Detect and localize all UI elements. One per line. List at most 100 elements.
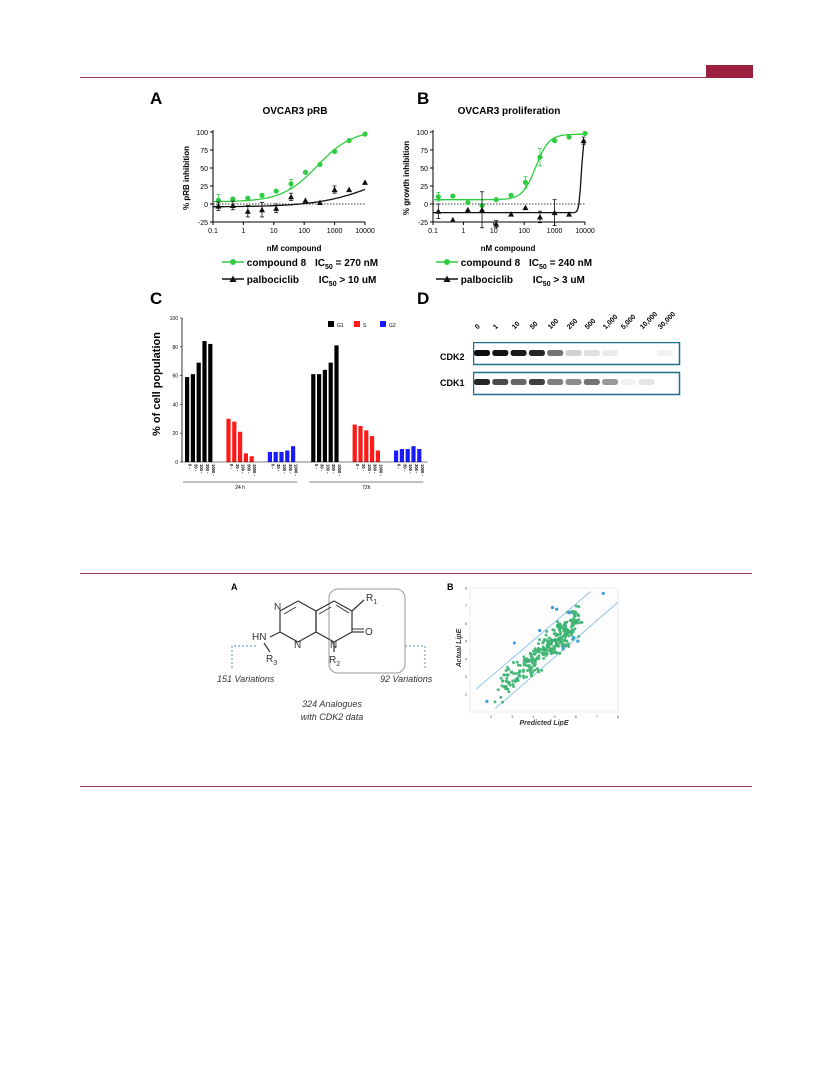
x-tick-label: 0 - bbox=[188, 464, 193, 469]
data-point bbox=[215, 203, 222, 209]
legend-swatch bbox=[380, 321, 386, 327]
y-tick-label: 2 bbox=[465, 692, 468, 697]
x-tick-label: 30 - bbox=[402, 464, 407, 472]
data-point bbox=[560, 624, 564, 628]
data-point bbox=[556, 620, 560, 624]
data-point bbox=[273, 205, 280, 211]
legend-ic50: IC50 > 10 uM bbox=[318, 275, 377, 288]
data-point bbox=[502, 685, 506, 689]
x-tick-label: 100 - bbox=[367, 464, 372, 474]
lane-label: 10,000 bbox=[638, 310, 659, 331]
x-tick-label: 300 - bbox=[414, 464, 419, 474]
r2-label: R2 bbox=[329, 655, 340, 668]
y-axis-label: % of cell population bbox=[151, 332, 163, 436]
y-tick-label: 4 bbox=[465, 656, 468, 661]
data-point bbox=[522, 663, 526, 667]
data-point bbox=[545, 629, 549, 633]
legend-label: S bbox=[363, 323, 367, 329]
legend-a: compound 8 IC50 = 270 nM palbociclib IC5… bbox=[222, 257, 378, 291]
bar-g1 bbox=[317, 374, 322, 462]
blot-box-cdk1 bbox=[473, 371, 681, 396]
data-point bbox=[496, 688, 500, 692]
bar-g2 bbox=[273, 451, 278, 462]
x-tick-label: 1000 bbox=[327, 228, 343, 235]
legend-marker-triangle-icon bbox=[222, 275, 244, 282]
data-point bbox=[582, 130, 588, 137]
data-point bbox=[527, 659, 531, 663]
atom-o: O bbox=[365, 627, 373, 638]
data-point bbox=[560, 640, 564, 644]
bar-g2 bbox=[267, 451, 272, 462]
data-point bbox=[564, 643, 568, 647]
x-tick-label: 100 - bbox=[282, 464, 287, 474]
data-point bbox=[565, 639, 569, 643]
bar-g1 bbox=[334, 345, 339, 462]
x-tick-label: 0.1 bbox=[428, 228, 438, 235]
lane-label: 250 bbox=[565, 317, 579, 331]
x-axis-label: nM compound bbox=[481, 244, 536, 253]
bar-g1 bbox=[208, 343, 213, 462]
y-tick-label: -25 bbox=[418, 220, 428, 227]
data-point bbox=[493, 221, 500, 227]
data-point bbox=[536, 213, 543, 220]
bar-g1 bbox=[311, 374, 316, 462]
data-point bbox=[545, 649, 549, 653]
panel-letter-b: B bbox=[417, 89, 430, 108]
blot-band-cdk1 bbox=[565, 379, 582, 385]
x-tick-label: 30 - bbox=[235, 464, 240, 472]
western-blot: 0 1 10 50 100 250 500 1,000 5,000 10,000 30,000 CD… bbox=[430, 311, 700, 408]
bar-s bbox=[375, 450, 380, 462]
bar-s bbox=[364, 430, 369, 462]
right-dashed-arrow bbox=[405, 645, 426, 668]
x-tick-label: 5 bbox=[553, 714, 556, 719]
chart-ovcar3-proliferation: OVCAR3 proliferation % growth inhibition… bbox=[402, 106, 595, 253]
data-point bbox=[573, 627, 577, 631]
data-point bbox=[530, 660, 534, 664]
data-point bbox=[522, 676, 526, 680]
x-tick-label: 1 bbox=[461, 228, 465, 235]
data-point bbox=[259, 192, 265, 198]
data-point bbox=[507, 690, 511, 694]
data-point bbox=[565, 620, 569, 624]
chart-lipe-scatter: Actual LipE Predicted LipE 2 2 3 3 4 4 5 5 6 6 7 7 8… bbox=[456, 586, 620, 728]
x-tick-label: 4 bbox=[532, 714, 535, 719]
blot-band-cdk2 bbox=[510, 350, 527, 356]
legend-label: palbociclib bbox=[246, 275, 300, 286]
data-point bbox=[573, 611, 577, 615]
data-point bbox=[554, 641, 558, 645]
data-point bbox=[545, 646, 549, 650]
right-variations: 92 Variations bbox=[380, 674, 433, 684]
data-point bbox=[505, 665, 509, 669]
data-point bbox=[529, 651, 533, 655]
data-point bbox=[552, 651, 556, 655]
data-point bbox=[529, 671, 533, 675]
x-tick-label: 3 bbox=[511, 714, 514, 719]
section-rule bbox=[80, 786, 752, 787]
data-point bbox=[515, 660, 519, 664]
data-point bbox=[555, 624, 559, 628]
x-tick-label: 1000 - bbox=[252, 464, 257, 476]
outlier-point bbox=[561, 646, 565, 650]
outlier-point bbox=[555, 607, 559, 611]
data-point bbox=[552, 138, 558, 144]
chemical-structure: N N N O HN R1 R2 R3 151 Variations 92 Va… bbox=[217, 588, 433, 722]
bar-g2 bbox=[399, 449, 404, 462]
data-point bbox=[567, 642, 571, 646]
bar-g1 bbox=[190, 374, 195, 462]
data-point bbox=[273, 188, 279, 194]
lower-bound-line bbox=[495, 601, 619, 709]
section-rule bbox=[80, 573, 752, 574]
header-rule bbox=[80, 77, 752, 78]
data-point bbox=[532, 652, 536, 656]
data-point bbox=[544, 653, 548, 657]
data-point bbox=[570, 628, 574, 632]
x-tick-label: 100 bbox=[518, 228, 530, 235]
blot-band-cdk1 bbox=[638, 379, 655, 385]
x-tick-label: 1000 - bbox=[420, 464, 425, 476]
x-tick-label: 0.1 bbox=[208, 228, 218, 235]
y-tick-label: 25 bbox=[420, 184, 428, 191]
blot-band-cdk1 bbox=[620, 379, 637, 385]
x-tick-label: 1000 - bbox=[294, 464, 299, 476]
y-tick-label: 5 bbox=[465, 639, 468, 644]
